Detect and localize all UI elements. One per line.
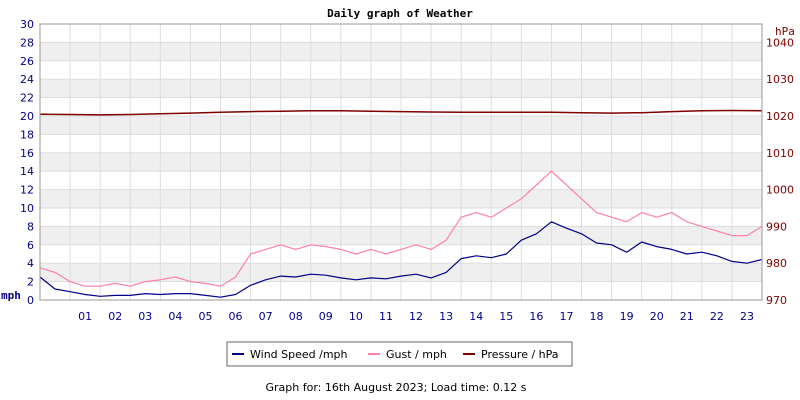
left-tick-label: 18 <box>20 128 34 141</box>
footer-text: Graph for: 16th August 2023; Load time: … <box>266 381 527 394</box>
x-tick-label: 09 <box>319 310 333 323</box>
series-layer <box>39 109 763 298</box>
right-tick-label: 1030 <box>766 73 794 86</box>
x-tick-label: 07 <box>259 310 273 323</box>
x-tick-label: 14 <box>469 310 483 323</box>
right-axis-unit-label: hPa <box>775 25 795 38</box>
x-tick-label: 20 <box>650 310 664 323</box>
x-tick-label: 21 <box>680 310 694 323</box>
x-tick-label: 08 <box>289 310 303 323</box>
x-tick-label: 01 <box>78 310 92 323</box>
right-tick-label: 1000 <box>766 184 794 197</box>
x-tick-label: 10 <box>349 310 363 323</box>
x-tick-label: 22 <box>710 310 724 323</box>
x-tick-label: 02 <box>108 310 122 323</box>
legend-label: Pressure / hPa <box>481 348 559 361</box>
x-tick-label: 12 <box>409 310 423 323</box>
left-tick-label: 24 <box>20 73 34 86</box>
x-tick-label: 03 <box>138 310 152 323</box>
x-tick-label: 11 <box>379 310 393 323</box>
right-tick-label: 980 <box>766 257 787 270</box>
legend: Wind Speed /mph Gust / mph Pressure / hPa <box>232 348 559 361</box>
series-line-pressure-hpa <box>39 109 763 116</box>
left-axis-unit-label: mph <box>1 289 21 302</box>
left-tick-label: 12 <box>20 184 34 197</box>
left-tick-label: 28 <box>20 36 34 49</box>
right-tick-label: 990 <box>766 220 787 233</box>
x-tick-label: 19 <box>620 310 634 323</box>
x-tick-label: 18 <box>590 310 604 323</box>
x-tick-label: 05 <box>198 310 212 323</box>
x-tick-label: 23 <box>740 310 754 323</box>
legend-label: Gust / mph <box>386 348 447 361</box>
left-tick-label: 26 <box>20 55 34 68</box>
left-tick-label: 16 <box>20 147 34 160</box>
right-tick-label: 1010 <box>766 147 794 160</box>
plot-frame <box>39 23 763 301</box>
left-tick-label: 14 <box>20 165 34 178</box>
left-tick-label: 30 <box>20 18 34 31</box>
right-tick-label: 970 <box>766 294 787 307</box>
x-tick-label: 13 <box>439 310 453 323</box>
left-tick-label: 2 <box>27 276 34 289</box>
x-tick-label: 15 <box>499 310 513 323</box>
x-tick-label: 06 <box>229 310 243 323</box>
series-line-gust-mph <box>39 170 763 287</box>
left-tick-label: 4 <box>27 257 34 270</box>
left-tick-label: 6 <box>27 239 34 252</box>
left-tick-label: 8 <box>27 220 34 233</box>
right-axis: 970 980 990 1000 1010 1020 1030 1040 <box>766 36 794 307</box>
legend-box <box>226 341 573 367</box>
x-tick-label: 16 <box>529 310 543 323</box>
series-line-wind-speed-mph <box>39 221 763 298</box>
left-tick-label: 0 <box>27 294 34 307</box>
left-tick-label: 20 <box>20 110 34 123</box>
left-tick-label: 22 <box>20 92 34 105</box>
right-tick-label: 1020 <box>766 110 794 123</box>
chart-title: Daily graph of Weather <box>327 7 473 20</box>
x-axis: 01 02 03 04 05 06 07 08 09 10 11 12 13 14 15 16 17 18 19 20… <box>78 310 754 323</box>
x-tick-label: 04 <box>168 310 182 323</box>
legend-label: Wind Speed /mph <box>250 348 348 361</box>
right-tick-label: 1040 <box>766 36 794 49</box>
x-tick-label: 17 <box>559 310 573 323</box>
left-tick-label: 10 <box>20 202 34 215</box>
